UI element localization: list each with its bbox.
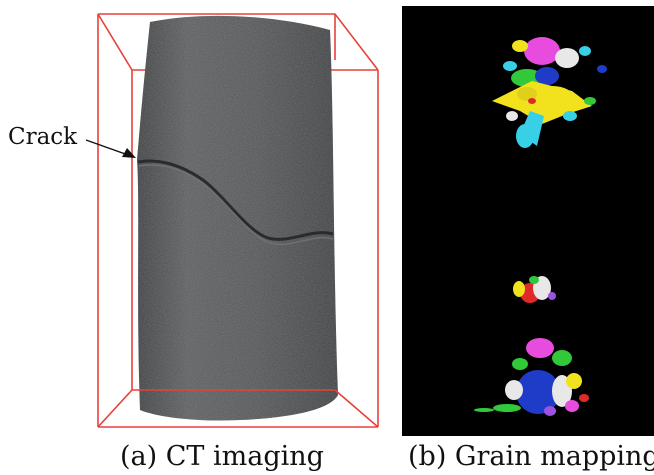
- upper-grain-cluster: [492, 37, 607, 148]
- ct-imaging-panel: [85, 13, 379, 428]
- panel-b-caption: (b) Grain mapping: [408, 441, 654, 472]
- lower-grain-cluster: [474, 338, 589, 416]
- crack-line: [137, 159, 334, 241]
- panel-a-caption: (a) CT imaging: [120, 441, 324, 472]
- crack-arrow: [85, 139, 136, 158]
- grain-mapping-panel: [402, 6, 654, 436]
- crack-annotation-label: Crack: [8, 124, 78, 150]
- middle-grain-cluster: [513, 276, 556, 303]
- specimen-cylinder: [137, 15, 338, 421]
